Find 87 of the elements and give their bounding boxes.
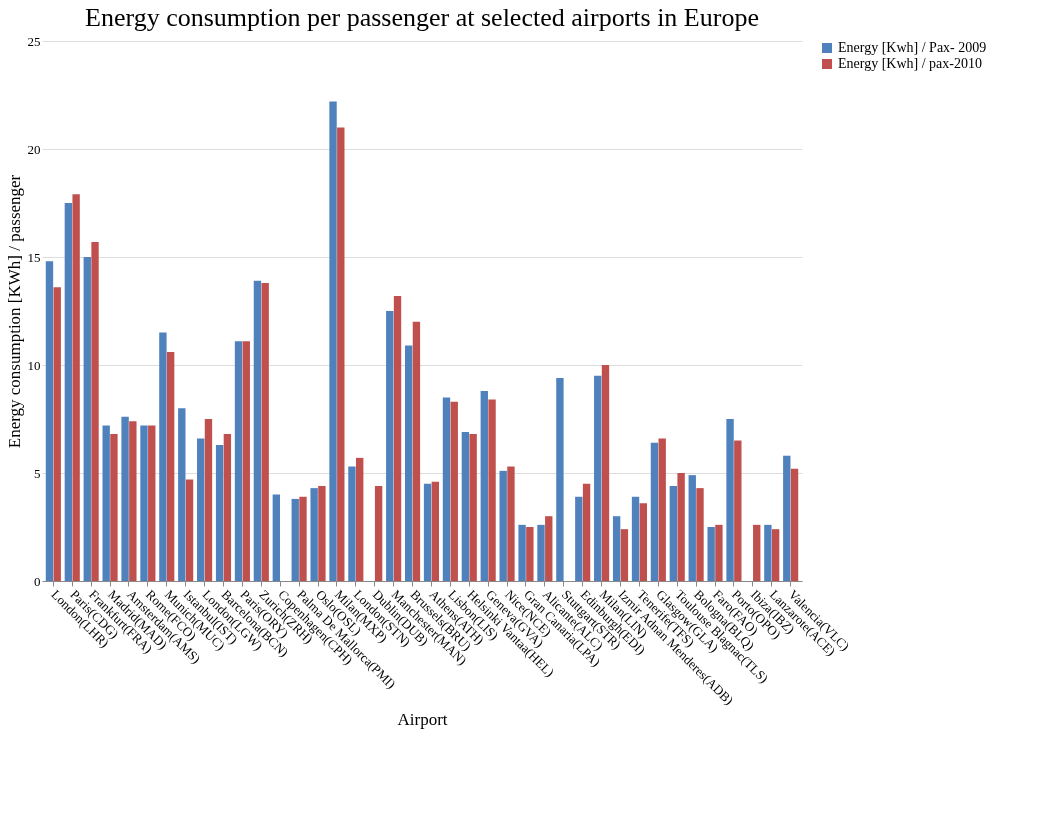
bar [442,397,451,581]
bar [658,438,666,581]
bar [582,483,591,581]
y-tick-label: 20 [27,141,41,157]
bar [374,485,383,581]
bar [318,485,326,581]
x-axis-title: Airport [397,710,448,730]
bar [159,332,167,581]
chart-title: Energy consumption per passenger at selected airports in Europe [85,3,759,32]
bar [197,438,205,581]
bar [310,488,318,581]
bar [790,468,799,581]
y-tick-label: 10 [27,357,41,373]
bar [45,261,54,581]
bar [783,455,791,581]
legend-label: Energy [Kwh] / pax-2010 [838,56,982,71]
bar [518,524,526,581]
bar [734,440,742,581]
bar [337,127,345,581]
bar [499,470,507,581]
bar [650,442,659,581]
bar [556,377,564,581]
bar [129,421,137,581]
bar [620,529,629,581]
bar [329,101,337,581]
bar [204,419,213,581]
bar [545,516,553,581]
bar [272,494,281,581]
bar [594,375,602,581]
bar [601,365,610,581]
bar [215,444,224,581]
y-tick-label: 25 [27,33,41,49]
bar [91,241,99,581]
bar [461,431,470,581]
bar [121,416,129,581]
bar [185,479,194,581]
bar [72,194,80,581]
bar [261,282,269,581]
bar [526,527,534,581]
bar [696,488,704,581]
bar [480,390,488,581]
bar [223,434,232,581]
bar [575,496,583,581]
bar [53,287,61,581]
bar [488,399,496,581]
bar [677,473,685,581]
bar [102,425,110,581]
bar [64,203,73,581]
bar [507,466,515,581]
bar [83,257,91,581]
bar [110,434,118,581]
bar [771,529,780,581]
bar [234,341,243,581]
y-tick-label: 5 [34,465,41,481]
bar [688,475,696,581]
bar [393,295,402,581]
bar [612,516,621,581]
bar [423,483,432,581]
bar [178,408,186,581]
bar [412,321,421,581]
y-tick-label: 15 [27,249,41,265]
y-tick-label: 0 [34,573,41,589]
y-axis-title: Energy consumption [KWh] / passenger [4,174,24,449]
bar [166,352,175,581]
bar [404,345,413,581]
bar [253,280,262,581]
bar [631,496,640,581]
bar [726,419,734,581]
bar [469,434,477,581]
bar [707,527,715,581]
bar [764,524,772,581]
bar [356,457,364,581]
bar [537,524,545,581]
bar [291,498,299,581]
bar [753,524,761,581]
bar [639,503,647,581]
bar [715,524,723,581]
bar [431,481,440,581]
bar [669,485,678,581]
bar [450,401,458,581]
bar [348,466,356,581]
legend-label: Energy [Kwh] / Pax- 2009 [838,40,987,55]
bar [242,341,250,581]
bar [386,311,394,581]
bar [299,496,307,581]
bar [140,425,148,581]
bar [148,425,156,581]
